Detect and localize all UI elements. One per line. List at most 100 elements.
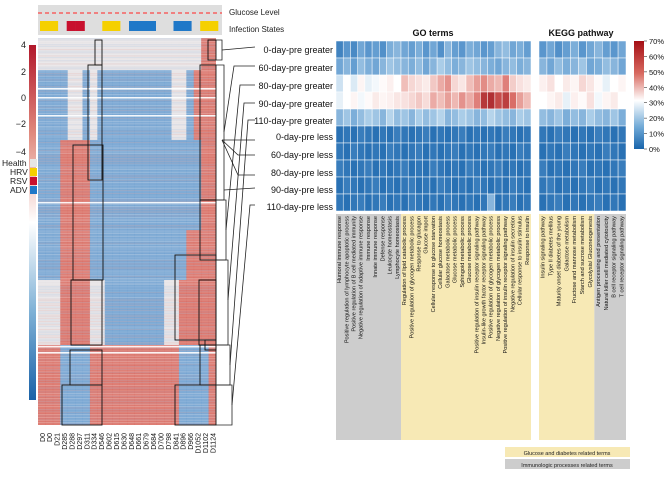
go-enrichment-cell (501, 125, 510, 144)
kegg-enrichment-cell (602, 74, 611, 93)
kegg-enrichment-cell (546, 57, 556, 76)
go-enrichment-cell (523, 74, 532, 93)
kegg-enrichment-cell (578, 125, 587, 144)
go-enrichment-cell (501, 159, 510, 178)
enrichment-heatmap: GO terms KEGG pathway (335, 28, 627, 212)
kegg-enrichment-cell (586, 108, 595, 127)
kegg-enrichment-cell (609, 91, 619, 110)
kegg-enrichment-cell (617, 125, 627, 144)
go-enrichment-cell (386, 74, 395, 93)
go-enrichment-cell (472, 57, 481, 76)
infection-state-strip (40, 21, 219, 31)
condition-label: 80-day-pre greater (258, 81, 333, 91)
kegg-enrichment-cell (594, 193, 603, 212)
sample-label: D798 (166, 433, 173, 450)
left-colorbar-gradient (29, 45, 36, 400)
kegg-term-label: Insulin signaling pathway (541, 216, 547, 278)
go-enrichment-cell (480, 91, 488, 110)
go-enrichment-cell (335, 57, 344, 76)
go-enrichment-cell (364, 193, 373, 212)
go-enrichment-cell (400, 176, 409, 195)
go-enrichment-cell (451, 40, 460, 59)
kegg-enrichment-cell (546, 108, 556, 127)
go-enrichment-cell (509, 108, 517, 127)
right-colorbar-tick: 40% (649, 83, 664, 92)
go-enrichment-cell (364, 142, 373, 161)
kegg-enrichment-cell (594, 108, 603, 127)
go-enrichment-cell (480, 125, 488, 144)
go-enrichment-cell (494, 57, 503, 76)
go-term-label: Insulin-like growth factor receptor sign… (482, 216, 488, 345)
go-enrichment-cell (472, 108, 481, 127)
left-colorbar: 4 2 0 −2 −4 (16, 40, 36, 400)
kegg-enrichment-cell (538, 193, 548, 212)
go-enrichment-cell (523, 125, 532, 144)
go-enrichment-cell (501, 57, 510, 76)
go-enrichment-cell (379, 74, 387, 93)
go-enrichment-cell (429, 176, 438, 195)
go-enrichment-cell (415, 193, 423, 212)
sample-label: D700 (158, 433, 165, 450)
sample-label: D602 (107, 433, 114, 450)
go-term-label: Positive regulation of insulin receptor … (503, 216, 509, 354)
go-enrichment-cell (342, 40, 351, 59)
kegg-enrichment-cell (617, 40, 627, 59)
legend-label: Health (2, 158, 27, 168)
go-enrichment-cell (516, 91, 525, 110)
go-enrichment-cell (422, 74, 431, 93)
go-enrichment-cell (451, 176, 460, 195)
go-enrichment-cell (516, 193, 525, 212)
go-enrichment-cell (472, 142, 481, 161)
go-enrichment-cell (465, 108, 474, 127)
go-enrichment-cell (436, 57, 445, 76)
kegg-enrichment-cell (570, 176, 579, 195)
go-enrichment-cell (501, 108, 510, 127)
go-enrichment-cell (429, 91, 438, 110)
go-enrichment-cell (480, 176, 488, 195)
kegg-enrichment-cell (538, 159, 548, 178)
go-term-label: Response to glucagon (417, 216, 423, 272)
go-enrichment-cell (458, 108, 467, 127)
sample-label: D297 (77, 433, 84, 450)
go-enrichment-cell (516, 74, 525, 93)
go-enrichment-cell (458, 142, 467, 161)
right-colorbar-tick: 70% (649, 37, 664, 46)
go-enrichment-cell (364, 91, 373, 110)
kegg-enrichment-cell (554, 108, 563, 127)
go-enrichment-cell (379, 108, 387, 127)
kegg-enrichment-cell (570, 108, 579, 127)
kegg-enrichment-cell (617, 91, 627, 110)
go-enrichment-cell (436, 91, 445, 110)
kegg-enrichment-cell (602, 125, 611, 144)
infection-state-cell (40, 21, 50, 31)
go-enrichment-cell (350, 176, 358, 195)
go-enrichment-cell (379, 193, 387, 212)
go-enrichment-cell (364, 125, 373, 144)
bracket-line (221, 139, 255, 156)
kegg-enrichment-cell (602, 176, 611, 195)
go-enrichment-cell (342, 159, 351, 178)
kegg-enrichment-cell (594, 142, 603, 161)
go-enrichment-cell (400, 193, 409, 212)
bracket-line (216, 199, 227, 261)
go-enrichment-cell (480, 57, 488, 76)
sample-label: D684 (151, 433, 158, 450)
kegg-enrichment-cell (554, 176, 563, 195)
go-enrichment-cell (516, 57, 525, 76)
go-enrichment-cell (371, 159, 380, 178)
go-enrichment-cell (415, 125, 423, 144)
kegg-term-label: Glycolysis/ Gluconeogenesis (588, 216, 594, 288)
go-term-label: Positive regulation of glycogen metaboli… (489, 216, 495, 339)
kegg-enrichment-cell (602, 159, 611, 178)
sample-label: D896 (181, 433, 188, 450)
go-enrichment-cell (335, 193, 344, 212)
kegg-enrichment-cell (594, 159, 603, 178)
go-enrichment-cell (386, 108, 395, 127)
kegg-enrichment-cell (602, 193, 611, 212)
go-enrichment-cell (523, 91, 532, 110)
go-enrichment-cell (444, 57, 452, 76)
left-colorbar-tick: 4 (21, 40, 26, 50)
go-enrichment-cell (371, 193, 380, 212)
kegg-enrichment-cell (586, 142, 595, 161)
go-enrichment-cell (429, 74, 438, 93)
